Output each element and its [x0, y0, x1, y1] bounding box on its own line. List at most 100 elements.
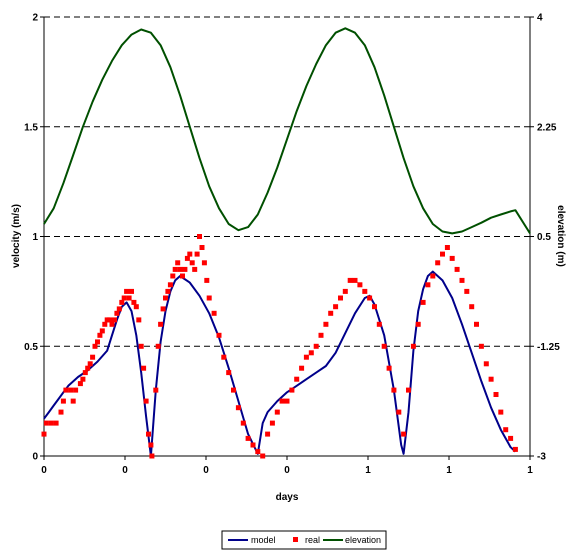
real-marker	[90, 354, 96, 360]
real-marker	[70, 398, 76, 404]
real-marker	[187, 251, 193, 257]
real-marker	[231, 387, 236, 393]
real-marker	[133, 304, 139, 310]
real-marker	[109, 321, 115, 327]
real-marker	[60, 398, 66, 404]
real-marker	[318, 332, 324, 338]
real-marker	[165, 288, 171, 294]
real-marker	[255, 449, 261, 455]
real-marker	[180, 273, 185, 279]
real-marker	[308, 350, 314, 356]
y-right-tick-label: 4	[537, 13, 543, 24]
x-tick-label: 1	[446, 465, 452, 476]
real-marker	[114, 310, 120, 316]
real-marker	[143, 398, 149, 404]
real-marker	[454, 266, 460, 272]
x-tick-label: 1	[365, 465, 371, 476]
real-marker	[160, 306, 166, 312]
real-marker	[289, 387, 295, 393]
real-marker	[357, 282, 363, 288]
real-marker	[131, 299, 137, 305]
real-marker	[279, 398, 285, 404]
real-marker	[406, 387, 411, 393]
real-marker	[284, 398, 290, 404]
x-tick-label: 0	[203, 465, 209, 476]
real-marker	[508, 435, 514, 441]
real-marker	[376, 321, 382, 327]
elevation-series	[43, 27, 531, 235]
real-marker	[136, 317, 142, 323]
x-ticks: 0 0 0 0 1 1 1	[41, 456, 533, 476]
real-marker	[299, 365, 305, 371]
real-marker	[449, 255, 455, 261]
real-marker	[182, 266, 188, 272]
legend-real-label: real	[305, 535, 320, 545]
real-marker	[211, 310, 217, 316]
model-line	[43, 270, 517, 457]
real-marker	[124, 288, 130, 294]
real-marker	[126, 295, 132, 301]
y-right-axis-title: elevation (m)	[555, 205, 566, 267]
model-series	[43, 270, 517, 457]
real-marker	[121, 295, 127, 301]
real-marker	[250, 442, 256, 448]
real-marker	[367, 295, 373, 301]
real-marker	[381, 343, 387, 349]
real-marker	[444, 245, 450, 250]
real-marker	[338, 295, 343, 301]
real-marker	[204, 277, 210, 283]
real-marker	[85, 365, 91, 371]
real-marker	[425, 282, 431, 288]
real-marker	[141, 365, 147, 371]
real-marker	[199, 245, 205, 250]
real-marker	[474, 321, 479, 327]
y-left-ticks: 0 0.5 1 1.5 2	[24, 13, 44, 463]
real-marker	[464, 288, 470, 294]
real-marker	[221, 354, 227, 360]
real-marker	[41, 431, 47, 437]
real-marker	[116, 306, 122, 312]
real-series	[41, 234, 518, 459]
real-marker	[435, 260, 441, 266]
real-marker	[478, 343, 484, 349]
grid-lines	[44, 126, 530, 347]
real-marker	[107, 317, 113, 323]
legend-real-swatch	[293, 537, 298, 542]
real-marker	[73, 387, 79, 393]
real-marker	[201, 260, 207, 266]
real-marker	[92, 343, 98, 349]
legend-box	[221, 530, 387, 550]
real-marker	[483, 361, 489, 367]
x-tick-label: 0	[122, 465, 128, 476]
real-marker	[68, 387, 74, 393]
x-axis-title: days	[276, 492, 299, 503]
real-marker	[328, 310, 334, 316]
real-marker	[63, 387, 69, 393]
real-marker	[172, 266, 178, 272]
real-marker	[498, 409, 504, 415]
y-right-tick-label: -1.25	[537, 342, 560, 353]
y-left-tick-label: 0.5	[24, 342, 38, 353]
real-marker	[99, 328, 105, 334]
real-marker	[265, 431, 271, 437]
real-marker	[260, 453, 266, 459]
legend: model real elevation	[221, 530, 387, 550]
real-marker	[352, 277, 358, 283]
real-marker	[206, 295, 212, 301]
real-marker	[493, 392, 499, 397]
real-marker	[77, 381, 83, 387]
real-marker	[216, 332, 222, 338]
real-marker	[415, 321, 421, 327]
real-marker	[155, 343, 161, 349]
real-marker	[410, 343, 416, 349]
real-marker	[58, 409, 64, 415]
real-marker	[197, 234, 202, 239]
real-marker	[269, 420, 275, 426]
real-marker	[342, 288, 348, 294]
real-marker	[170, 273, 176, 279]
y-left-tick-label: 1	[32, 232, 38, 243]
real-marker	[163, 295, 168, 301]
real-marker	[48, 420, 54, 426]
real-marker	[333, 304, 339, 310]
